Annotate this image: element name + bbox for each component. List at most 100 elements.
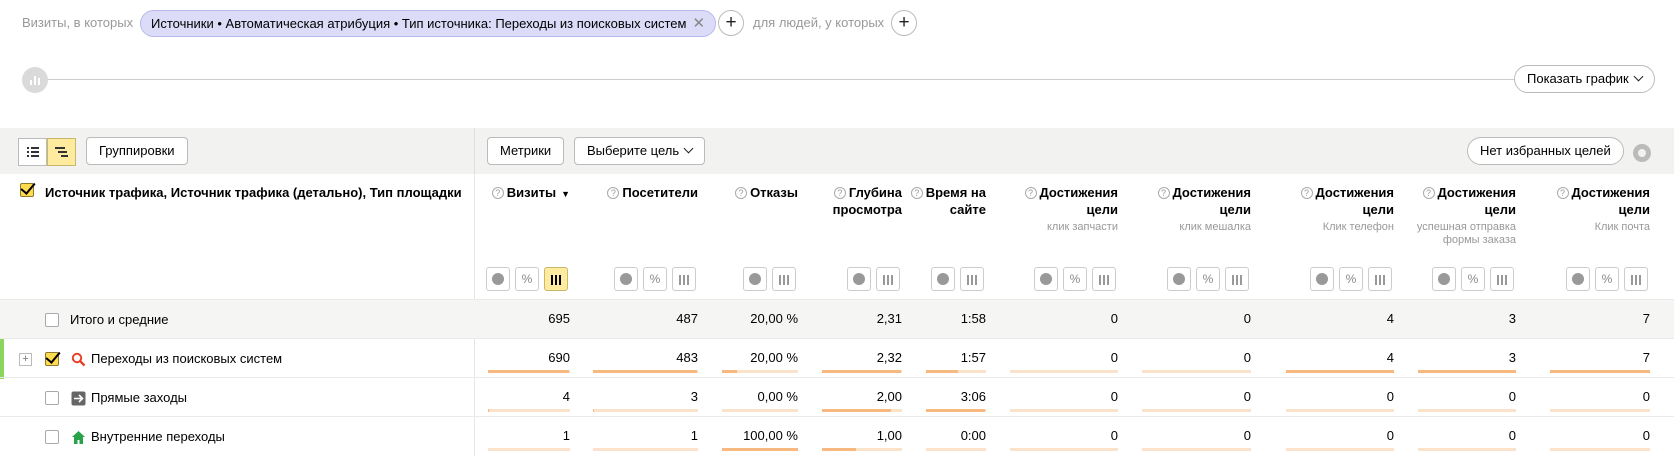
- segment-bar: Визиты, в которых Источники • Автоматиче…: [0, 0, 1674, 46]
- column-header[interactable]: ? Глубина просмотра: [807, 184, 902, 218]
- bar-chart-icon[interactable]: [1225, 267, 1249, 291]
- toolbar-divider: [474, 128, 475, 174]
- show-graph-button[interactable]: Показать график: [1514, 65, 1655, 93]
- select-all-checkbox[interactable]: [20, 183, 34, 197]
- help-icon[interactable]: ?: [910, 187, 923, 199]
- percent-icon[interactable]: %: [1339, 267, 1363, 291]
- bar-chart-icon[interactable]: [1092, 267, 1116, 291]
- row-checkbox[interactable]: [45, 430, 59, 444]
- cell-bar: [822, 409, 891, 412]
- help-icon[interactable]: ?: [1024, 187, 1037, 199]
- help-icon[interactable]: ?: [735, 187, 748, 199]
- groupings-button[interactable]: Группировки: [86, 137, 188, 165]
- pie-chart-icon[interactable]: [1167, 267, 1191, 291]
- choose-goal-dropdown[interactable]: Выберите цель: [574, 137, 706, 165]
- direct-arrow-icon: [71, 391, 86, 406]
- pie-chart-icon[interactable]: [486, 267, 510, 291]
- column-header[interactable]: ? Достижения цели клик мешалка: [1141, 184, 1251, 234]
- help-icon[interactable]: ?: [1300, 187, 1313, 199]
- graph-icon[interactable]: [22, 67, 48, 93]
- column-title: Визиты: [506, 185, 557, 200]
- add-people-condition-button[interactable]: +: [891, 10, 917, 36]
- goal-name: Клик телефон: [1322, 221, 1394, 233]
- sort-desc-icon[interactable]: ▼: [561, 189, 570, 199]
- percent-icon[interactable]: %: [1196, 267, 1220, 291]
- cell-bar-track: [722, 448, 798, 451]
- cell-value: 0: [1642, 389, 1650, 404]
- pie-chart-icon[interactable]: [847, 267, 871, 291]
- cell-bar: [822, 448, 856, 451]
- row-checkbox[interactable]: [45, 391, 59, 405]
- cell-value: 2,31: [876, 311, 902, 326]
- bar-chart-icon[interactable]: [672, 267, 696, 291]
- pie-chart-icon[interactable]: [931, 267, 955, 291]
- help-icon[interactable]: ?: [607, 187, 620, 199]
- pie-chart-icon[interactable]: [1310, 267, 1334, 291]
- column-header[interactable]: ? Время на сайте: [896, 184, 986, 218]
- column-header[interactable]: ? Достижения цели Клик телефон: [1284, 184, 1394, 234]
- close-icon[interactable]: ✕: [692, 15, 706, 32]
- bar-chart-icon[interactable]: [1368, 267, 1392, 291]
- row-label[interactable]: Внутренние переходы: [91, 429, 225, 444]
- row-checkbox[interactable]: [45, 313, 59, 327]
- cell-value: 0: [1386, 389, 1394, 404]
- column-header[interactable]: ? Отказы: [708, 184, 798, 201]
- segment-chip[interactable]: Источники • Автоматическая атрибуция • Т…: [140, 10, 717, 37]
- cell-value: 1,00: [876, 428, 902, 443]
- bar-chart-icon[interactable]: [544, 267, 568, 291]
- add-visit-condition-button[interactable]: +: [718, 10, 744, 36]
- help-icon[interactable]: ?: [1157, 187, 1170, 199]
- cell-value: 100,00 %: [743, 428, 798, 443]
- percent-icon[interactable]: %: [1595, 267, 1619, 291]
- table-row[interactable]: Внутренние переходы 1 1 100,00 % 1,00 0:00 0 0 0…: [0, 416, 1674, 456]
- help-icon[interactable]: ?: [833, 187, 846, 199]
- column-title: Посетители: [622, 185, 698, 200]
- row-label[interactable]: Переходы из поисковых систем: [91, 351, 283, 366]
- bar-chart-icon[interactable]: [1490, 267, 1514, 291]
- column-header[interactable]: ? Достижения цели Клик почта: [1540, 184, 1650, 234]
- bar-chart-icon[interactable]: [876, 267, 900, 291]
- column-header[interactable]: ? Посетители: [588, 184, 698, 201]
- goal-name: успешная отправка формы заказа: [1416, 221, 1516, 246]
- row-checkbox[interactable]: [45, 352, 59, 366]
- pie-chart-icon[interactable]: [743, 267, 767, 291]
- cell-value: 487: [676, 311, 698, 326]
- pie-chart-icon[interactable]: [1432, 267, 1456, 291]
- cell-bar-track: [1286, 448, 1394, 451]
- percent-icon[interactable]: %: [515, 267, 539, 291]
- pie-chart-icon[interactable]: [614, 267, 638, 291]
- row-label[interactable]: Прямые заходы: [91, 390, 188, 405]
- help-icon[interactable]: ?: [491, 187, 504, 199]
- percent-icon[interactable]: %: [643, 267, 667, 291]
- cell-value: 20,00 %: [750, 311, 798, 326]
- column-title: Достижения цели: [1039, 185, 1118, 217]
- table-row[interactable]: + Переходы из поисковых систем 690 483 20,00…: [0, 338, 1674, 379]
- goal-name: Клик почта: [1594, 221, 1650, 233]
- help-icon[interactable]: ?: [1422, 187, 1435, 199]
- cell-value: 483: [676, 350, 698, 365]
- metrics-button[interactable]: Метрики: [487, 137, 565, 165]
- cell-bar-track: [1142, 370, 1251, 373]
- column-header[interactable]: ? Достижения цели успешная отправка формы …: [1396, 184, 1516, 247]
- row-label[interactable]: Итого и средние: [70, 312, 169, 327]
- cell-bar-track: [1550, 409, 1650, 412]
- bar-chart-icon[interactable]: [1624, 267, 1648, 291]
- bar-chart-icon[interactable]: [772, 267, 796, 291]
- list-view-button[interactable]: [18, 138, 47, 166]
- no-favorite-goals-button[interactable]: Нет избранных целей: [1467, 137, 1624, 165]
- column-header[interactable]: ? Визиты ▼: [460, 184, 570, 203]
- column-header[interactable]: ? Достижения цели клик запчасти: [1008, 184, 1118, 234]
- expand-row-button[interactable]: +: [19, 353, 32, 366]
- help-icon[interactable]: ?: [1556, 187, 1569, 199]
- dimension-header[interactable]: Источник трафика, Источник трафика (дета…: [45, 185, 462, 200]
- totals-row[interactable]: Итого и средние 695 487 20,00 % 2,31 1:58 0 0 4 3…: [0, 299, 1674, 339]
- pie-chart-icon[interactable]: [1034, 267, 1058, 291]
- gear-icon[interactable]: [1633, 144, 1651, 162]
- cell-value: 0: [1508, 428, 1516, 443]
- tree-view-button[interactable]: [47, 138, 76, 166]
- table-row[interactable]: Прямые заходы 4 3 0,00 % 2,00 3:06 0 0 0 0 0: [0, 377, 1674, 417]
- percent-icon[interactable]: %: [1461, 267, 1485, 291]
- pie-chart-icon[interactable]: [1566, 267, 1590, 291]
- bar-chart-icon[interactable]: [960, 267, 984, 291]
- percent-icon[interactable]: %: [1063, 267, 1087, 291]
